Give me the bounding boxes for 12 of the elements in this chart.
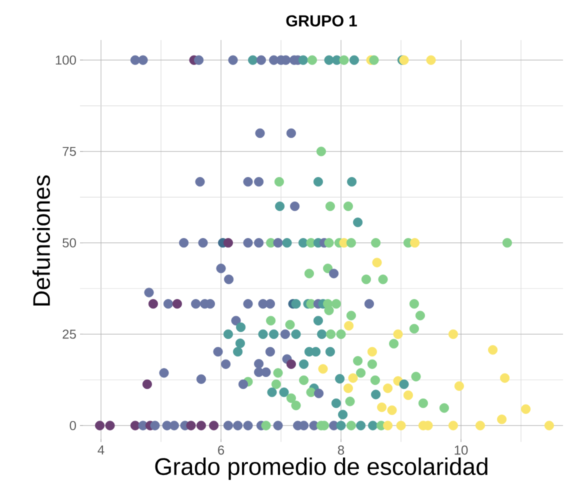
x-tick-label: 6 <box>218 446 224 455</box>
y-tick-label: 75 <box>62 146 76 156</box>
chart-title: GRUPO 1 <box>286 15 357 26</box>
y-tick-label: 25 <box>62 330 76 339</box>
x-tick-label: 10 <box>454 446 468 455</box>
x-tick-label: 8 <box>338 446 344 455</box>
x-axis-title: Grado promedio de escolaridad <box>155 458 488 480</box>
x-tick-label: 4 <box>98 446 104 454</box>
y-tick-label: 50 <box>62 238 76 248</box>
y-axis-title: Defunciones <box>32 175 50 306</box>
y-tick-label: 0 <box>70 420 76 430</box>
y-tick-label: 100 <box>56 56 76 65</box>
